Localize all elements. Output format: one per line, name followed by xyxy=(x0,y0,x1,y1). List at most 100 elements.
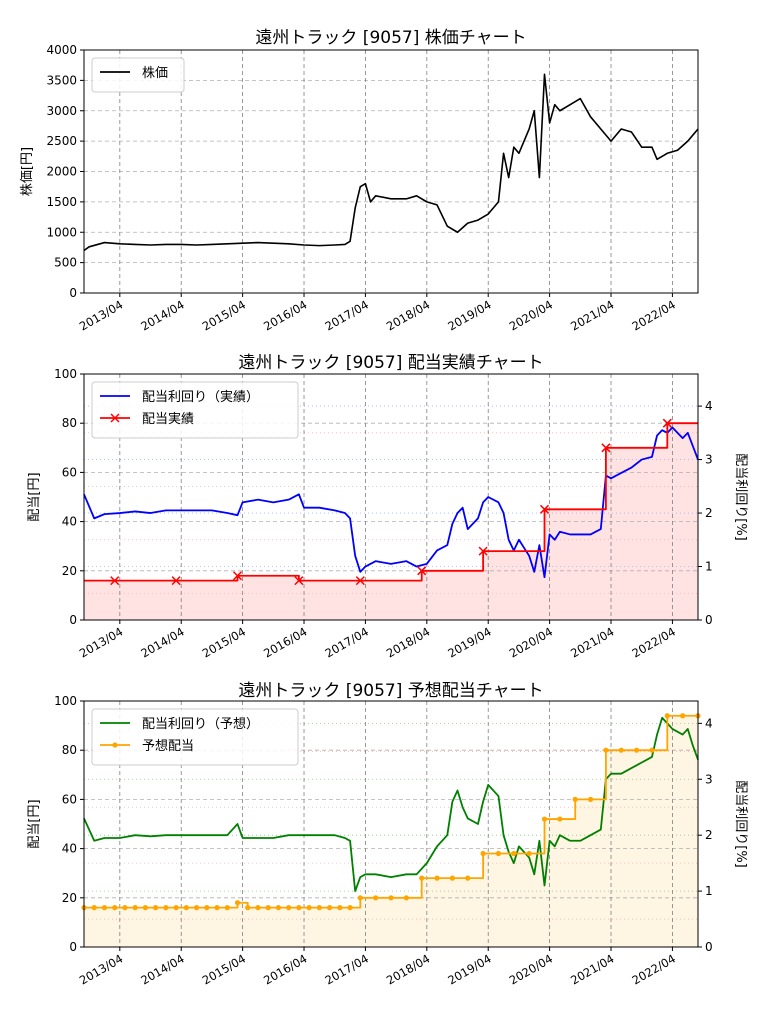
y-tick-label: 20 xyxy=(62,564,77,578)
data-point xyxy=(234,900,241,906)
y-tick-label: 40 xyxy=(62,515,77,529)
x-tick-label: 2017/04 xyxy=(323,297,371,333)
data-point xyxy=(434,875,440,881)
x-tick-label: 2022/04 xyxy=(630,297,678,333)
y-tick-label: 3000 xyxy=(46,104,77,118)
data-point xyxy=(662,418,672,428)
data-point xyxy=(224,905,230,911)
x-tick-label: 2022/04 xyxy=(630,951,678,987)
legend-marker xyxy=(112,742,118,748)
data-point xyxy=(649,747,655,753)
data-point xyxy=(91,905,97,911)
y2-tick-label: 2 xyxy=(705,506,713,520)
legend-box xyxy=(91,57,185,93)
data-point xyxy=(112,905,118,911)
y2-tick-label: 1 xyxy=(705,884,713,898)
data-point xyxy=(480,850,486,857)
data-point xyxy=(214,905,220,911)
plot-frame xyxy=(83,700,699,948)
x-tick-label: 2020/04 xyxy=(507,624,555,660)
data-point xyxy=(171,576,181,586)
y-tick-label: 40 xyxy=(62,842,77,856)
y-tick-label: 20 xyxy=(62,891,77,905)
legend-marker xyxy=(110,413,120,423)
y-tick-label: 100 xyxy=(54,694,77,708)
data-point xyxy=(664,713,670,719)
data-point xyxy=(539,504,550,514)
x-tick-label: 2019/04 xyxy=(445,624,493,660)
y-axis-label: 配当[円] xyxy=(27,799,42,848)
series-line xyxy=(83,73,699,252)
data-point xyxy=(601,443,611,453)
data-point xyxy=(587,796,594,803)
series-line xyxy=(83,426,699,579)
y-tick-label: 60 xyxy=(62,465,77,479)
y-tick-label: 2000 xyxy=(46,165,77,179)
data-point xyxy=(122,905,128,911)
y2-tick-label: 1 xyxy=(705,560,713,574)
data-point xyxy=(204,905,210,911)
series-1 xyxy=(83,426,699,579)
data-point xyxy=(618,747,624,753)
data-point xyxy=(142,905,148,911)
y-tick-label: 100 xyxy=(54,367,77,381)
data-point xyxy=(465,875,471,881)
y2-tick-label: 2 xyxy=(705,828,713,842)
x-tick-label: 2013/04 xyxy=(77,624,125,660)
plot-frame xyxy=(83,373,699,621)
y-axis-label: 配当[円] xyxy=(27,472,42,521)
x-tick-label: 2013/04 xyxy=(77,951,125,987)
data-point xyxy=(101,905,108,911)
dividend-area xyxy=(84,715,698,947)
legend: 配当利回り（実績） 配当実績 xyxy=(91,381,299,439)
data-point xyxy=(265,905,271,911)
x-tick-label: 2014/04 xyxy=(138,297,186,333)
data-point xyxy=(526,850,532,857)
data-point xyxy=(347,905,353,911)
y-tick-label: 4000 xyxy=(46,43,77,57)
data-point xyxy=(557,816,563,822)
data-point xyxy=(173,905,179,911)
data-point xyxy=(478,546,488,556)
y2-tick-label: 3 xyxy=(705,453,713,467)
x-tick-label: 2021/04 xyxy=(568,624,616,660)
x-tick-label: 2018/04 xyxy=(384,951,432,987)
x-tick-label: 2016/04 xyxy=(261,951,309,987)
y-tick-label: 0 xyxy=(69,940,77,954)
data-point xyxy=(327,905,333,911)
y2-axis-label: 配当利回り[%] xyxy=(733,453,748,541)
series-1 xyxy=(83,716,699,892)
data-point xyxy=(449,875,455,881)
y2-tick-label: 3 xyxy=(705,772,713,786)
data-point xyxy=(286,905,292,911)
y-tick-label: 80 xyxy=(62,743,77,757)
x-tick-label: 2019/04 xyxy=(445,297,493,333)
legend: 配当利回り（予想） 予想配当 xyxy=(91,708,299,766)
series-line xyxy=(84,714,698,909)
x-tick-label: 2020/04 xyxy=(507,297,555,333)
data-point xyxy=(419,875,425,881)
y2-tick-label: 0 xyxy=(705,613,713,627)
x-tick-label: 2016/04 xyxy=(261,297,309,333)
data-point xyxy=(572,796,578,803)
y-tick-label: 1500 xyxy=(46,195,77,209)
data-point xyxy=(495,850,502,857)
x-tick-label: 2017/04 xyxy=(323,951,371,987)
legend-label: 配当利回り（予想） xyxy=(142,716,259,732)
data-point xyxy=(255,905,261,911)
x-tick-label: 2021/04 xyxy=(568,297,616,333)
legend-label: 配当実績 xyxy=(142,411,194,427)
chart-title: 遠州トラック [9057] 株価チャート xyxy=(255,28,526,48)
y-tick-label: 60 xyxy=(62,792,77,806)
data-point xyxy=(306,905,312,911)
y2-axis-label: 配当利回り[%] xyxy=(733,780,748,868)
series-2 xyxy=(84,418,698,586)
x-tick-label: 2013/04 xyxy=(77,297,125,333)
legend: 株価 xyxy=(91,57,185,93)
chart-title: 遠州トラック [9057] 配当実績チャート xyxy=(238,353,543,373)
x-tick-label: 2017/04 xyxy=(323,624,371,660)
y2-tick-label: 0 xyxy=(705,940,713,954)
